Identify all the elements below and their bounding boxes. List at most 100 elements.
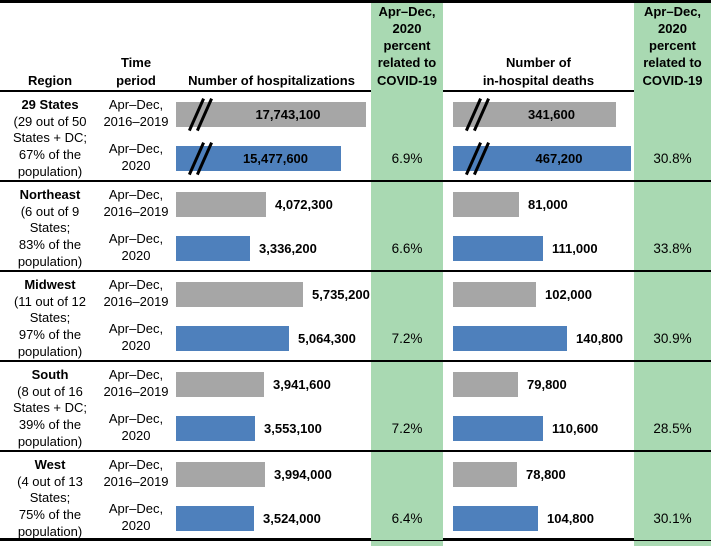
region-cell: Midwest (11 out of 12 States; 97% of the…: [0, 272, 100, 360]
time-period-cell: Apr–Dec, 2016–2019 Apr–Dec, 2020: [100, 92, 172, 180]
bar-hospitalizations-2020: 15,477,600: [176, 141, 341, 175]
bar-value-label: 467,200: [535, 150, 583, 166]
bar-row: 111,000: [453, 226, 634, 270]
region-name: South: [31, 367, 69, 382]
stub-spacer: [443, 541, 634, 546]
deaths-bars-cell: 341,600 467,200: [443, 92, 634, 180]
covid-pct-value: 6.6%: [391, 240, 423, 256]
covid-pct-value: 6.4%: [391, 510, 423, 526]
period-2020-label: Apr–Dec, 2020: [108, 321, 164, 354]
bar-value-label: 3,553,100: [264, 420, 322, 436]
region-subtitle: (6 out of 9 States; 83% of the populatio…: [17, 203, 83, 269]
bar-hospitalizations-2016-2019: [176, 191, 266, 217]
bar-row: 3,524,000: [176, 496, 371, 540]
stub-spacer: [0, 541, 100, 546]
covid-pct-value: 30.9%: [653, 330, 692, 346]
header-covid-pct-deaths: Apr–Dec, 2020 percent related to COVID-1…: [634, 3, 711, 94]
region-subtitle: (8 out of 16 States + DC; 39% of the pop…: [12, 383, 88, 449]
region-name: Midwest: [24, 277, 76, 292]
green-stub-deaths: [634, 541, 711, 546]
time-period-cell: Apr–Dec, 2016–2019 Apr–Dec, 2020: [100, 362, 172, 450]
covid-pct-value: 7.2%: [391, 420, 423, 436]
deaths-bars-cell: 78,800 104,800: [443, 452, 634, 540]
bar-value-label: 111,000: [552, 240, 598, 256]
period-baseline-label: Apr–Dec, 2016–2019: [103, 277, 169, 310]
period-baseline-label: Apr–Dec, 2016–2019: [103, 367, 169, 400]
bar-hospitalizations-2016-2019: [176, 461, 265, 487]
time-period-cell: Apr–Dec, 2016–2019 Apr–Dec, 2020: [100, 452, 172, 540]
bar-value-label: 5,735,200: [312, 286, 370, 302]
bar-hospitalizations-2020: [176, 415, 255, 441]
bar-row: 140,800: [453, 316, 634, 360]
period-2020-label: Apr–Dec, 2020: [108, 501, 164, 534]
region-cell: South (8 out of 16 States + DC; 39% of t…: [0, 362, 100, 450]
deaths-bars-cell: 79,800 110,600: [443, 362, 634, 450]
bar-value-label: 17,743,100: [255, 106, 321, 122]
time-period-cell: Apr–Dec, 2016–2019 Apr–Dec, 2020: [100, 182, 172, 270]
period-baseline-label: Apr–Dec, 2016–2019: [103, 187, 169, 220]
bar-value-label: 102,000: [545, 286, 592, 302]
region-subtitle: (11 out of 12 States; 97% of the populat…: [13, 293, 87, 359]
bar-value-label: 3,336,200: [259, 240, 317, 256]
bar-row: 467,200: [453, 136, 634, 180]
region-name: 29 States: [21, 97, 79, 112]
region-subtitle: (29 out of 50 States + DC; 67% of the po…: [12, 113, 88, 179]
axis-break-icon: [187, 141, 213, 176]
bar-row: 5,735,200: [176, 272, 371, 316]
bar-deaths-2016-2019: 341,600: [453, 97, 616, 131]
covid-pct-hospitalizations-cell: 7.2%: [371, 362, 443, 451]
header-hospitalizations: Number of hospitalizations: [188, 72, 355, 88]
bar-value-label: 3,994,000: [274, 466, 332, 482]
header-in-hospital-deaths: Number of in-hospital deaths: [482, 55, 595, 88]
period-2020-label: Apr–Dec, 2020: [108, 411, 164, 444]
bar-deaths-2016-2019: [453, 191, 519, 217]
bar-deaths-2016-2019: [453, 281, 536, 307]
covid-pct-deaths-cell: 30.8%: [634, 92, 711, 181]
bar-row: 104,800: [453, 496, 634, 540]
table-top-rule: [0, 0, 711, 3]
header-covid-pct-hospitalizations: Apr–Dec, 2020 percent related to COVID-1…: [371, 3, 443, 94]
bar-deaths-2020: [453, 235, 543, 261]
period-baseline-label: Apr–Dec, 2016–2019: [103, 457, 169, 490]
period-2020-label: Apr–Dec, 2020: [108, 141, 164, 174]
deaths-bars-cell: 102,000 140,800: [443, 272, 634, 360]
axis-break-icon: [464, 141, 490, 176]
covid-pct-value: 28.5%: [653, 420, 692, 436]
bar-row: 3,336,200: [176, 226, 371, 270]
hospitalizations-bars-cell: 4,072,300 3,336,200: [172, 182, 371, 270]
covid-pct-hospitalizations-cell: 7.2%: [371, 272, 443, 361]
hospitalizations-bars-cell: 5,735,200 5,064,300: [172, 272, 371, 360]
bar-value-label: 140,800: [576, 330, 623, 346]
hospitalizations-bars-cell: 3,941,600 3,553,100: [172, 362, 371, 450]
region-cell: 29 States (29 out of 50 States + DC; 67%…: [0, 92, 100, 180]
hospitalizations-bars-cell: 17,743,100 15,477,600: [172, 92, 371, 180]
bar-value-label: 78,800: [526, 466, 566, 482]
bar-hospitalizations-2020: [176, 505, 254, 531]
bar-value-label: 104,800: [547, 510, 594, 526]
bar-deaths-2016-2019: [453, 461, 517, 487]
bar-row: 78,800: [453, 452, 634, 496]
bar-row: 110,600: [453, 406, 634, 450]
bar-value-label: 110,600: [552, 420, 599, 436]
region-group-west: West (4 out of 13 States; 75% of the pop…: [0, 452, 711, 541]
covid-pct-hospitalizations-cell: 6.4%: [371, 452, 443, 541]
deaths-bars-cell: 81,000 111,000: [443, 182, 634, 270]
bar-row: 3,941,600: [176, 362, 371, 406]
region-group-midwest: Midwest (11 out of 12 States; 97% of the…: [0, 272, 711, 362]
green-column-stubs: [0, 541, 711, 546]
bar-row: 3,994,000: [176, 452, 371, 496]
stub-spacer: [172, 541, 371, 546]
green-stub-hospitalizations: [371, 541, 443, 546]
region-name: West: [34, 457, 66, 472]
bar-value-label: 81,000: [528, 196, 568, 212]
region-subtitle: (4 out of 13 States; 75% of the populati…: [17, 473, 83, 539]
bar-hospitalizations-2016-2019: [176, 371, 264, 397]
bar-deaths-2020: [453, 505, 538, 531]
covid-pct-deaths-cell: 30.1%: [634, 452, 711, 541]
region-group-south: South (8 out of 16 States + DC; 39% of t…: [0, 362, 711, 452]
bar-deaths-2020: [453, 415, 543, 441]
covid-pct-value: 30.1%: [653, 510, 692, 526]
region-group-29-states: 29 States (29 out of 50 States + DC; 67%…: [0, 92, 711, 182]
bar-row: 17,743,100: [176, 92, 371, 136]
covid-pct-deaths-cell: 28.5%: [634, 362, 711, 451]
